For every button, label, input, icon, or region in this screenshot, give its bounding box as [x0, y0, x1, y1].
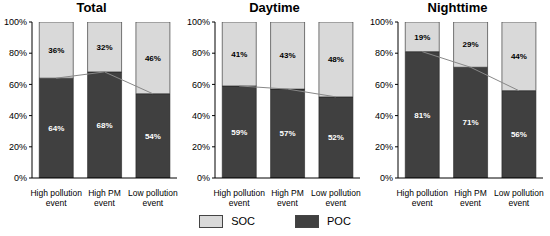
svg-text:44%: 44%	[511, 52, 527, 61]
svg-text:64%: 64%	[48, 124, 64, 133]
html-text:Nighttime: Nighttime	[427, 0, 488, 15]
svg-text:54%: 54%	[145, 132, 161, 141]
svg-text:59%: 59%	[231, 128, 247, 137]
svg-text:20%: 20%	[9, 142, 27, 152]
html-text:POC: POC	[327, 215, 351, 227]
svg-text:High PM: High PM	[454, 188, 487, 198]
svg-text:80%: 80%	[375, 48, 393, 58]
svg-text:52%: 52%	[328, 133, 344, 142]
svg-text:20%: 20%	[375, 142, 393, 152]
svg-text:68%: 68%	[97, 121, 113, 130]
svg-text:event: event	[142, 198, 163, 208]
svg-text:46%: 46%	[145, 54, 161, 63]
svg-text:40%: 40%	[192, 111, 210, 121]
svg-text:60%: 60%	[9, 80, 27, 90]
svg-text:32%: 32%	[97, 43, 113, 52]
svg-text:High pollution: High pollution	[396, 188, 448, 198]
svg-text:41%: 41%	[231, 50, 247, 59]
svg-text:High pollution: High pollution	[213, 188, 265, 198]
svg-text:80%: 80%	[192, 48, 210, 58]
svg-text:Low pollution: Low pollution	[494, 188, 542, 198]
svg-text:100%: 100%	[370, 17, 393, 27]
svg-text:event: event	[412, 198, 433, 208]
svg-text:event: event	[229, 198, 250, 208]
svg-text:40%: 40%	[9, 111, 27, 121]
svg-text:56%: 56%	[511, 130, 527, 139]
svg-text:100%: 100%	[187, 17, 210, 27]
svg-text:event: event	[94, 198, 115, 208]
svg-text:High PM: High PM	[88, 188, 121, 198]
svg-text:Low pollution: Low pollution	[128, 188, 178, 198]
svg-text:event: event	[277, 198, 298, 208]
svg-text:Low pollution: Low pollution	[311, 188, 361, 198]
svg-text:36%: 36%	[48, 46, 64, 55]
svg-text:60%: 60%	[192, 80, 210, 90]
svg-text:High pollution: High pollution	[30, 188, 82, 198]
svg-text:event: event	[46, 198, 67, 208]
html-text:SOC: SOC	[231, 215, 255, 227]
svg-text:43%: 43%	[280, 51, 296, 60]
svg-text:71%: 71%	[463, 118, 479, 127]
svg-text:20%: 20%	[192, 142, 210, 152]
svg-text:81%: 81%	[414, 111, 430, 120]
svg-text:29%: 29%	[463, 40, 479, 49]
svg-text:57%: 57%	[280, 129, 296, 138]
svg-text:High PM: High PM	[271, 188, 304, 198]
svg-text:60%: 60%	[375, 80, 393, 90]
svg-text:48%: 48%	[328, 55, 344, 64]
svg-text:event: event	[325, 198, 346, 208]
svg-text:event: event	[508, 198, 529, 208]
svg-text:0%: 0%	[197, 173, 210, 183]
svg-text:80%: 80%	[9, 48, 27, 58]
svg-text:100%: 100%	[8, 17, 27, 27]
svg-text:0%: 0%	[14, 173, 27, 183]
html-text:Total: Total	[76, 0, 107, 15]
svg-text:0%: 0%	[380, 173, 393, 183]
svg-text:event: event	[460, 198, 481, 208]
svg-text:40%: 40%	[375, 111, 393, 121]
html-text:Daytime: Daytime	[249, 0, 300, 15]
svg-text:19%: 19%	[414, 33, 430, 42]
